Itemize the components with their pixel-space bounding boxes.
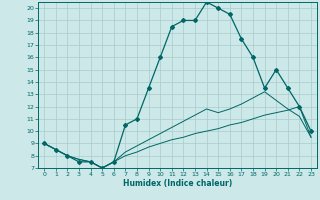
X-axis label: Humidex (Indice chaleur): Humidex (Indice chaleur) <box>123 179 232 188</box>
